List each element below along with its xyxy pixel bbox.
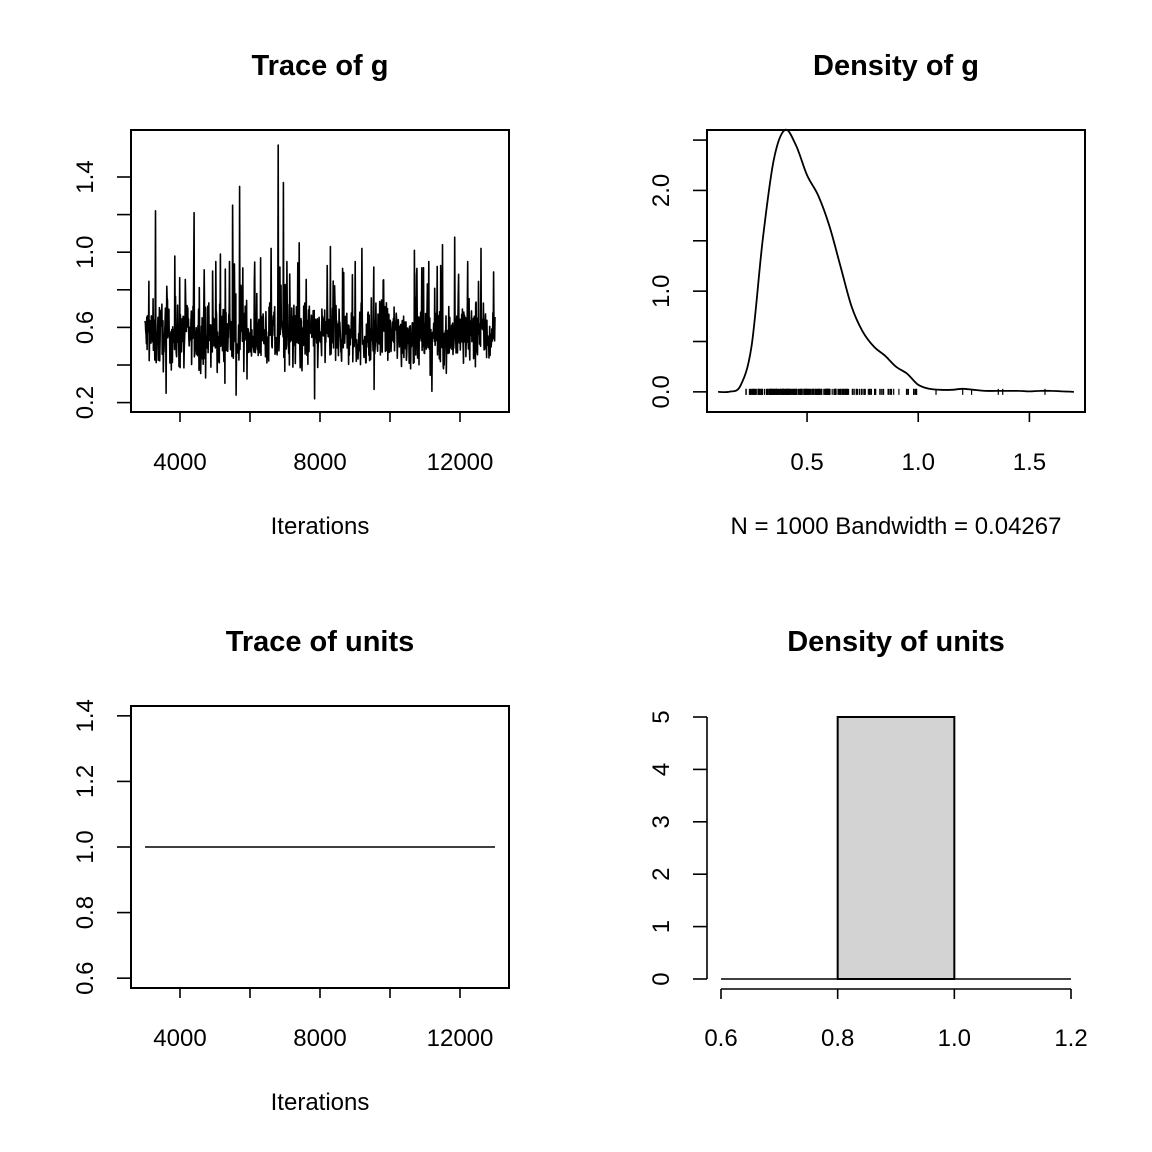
density-of-g-curve [718,128,1074,394]
density-of-g-x-tick-label: 1.5 [1013,449,1046,476]
density-of-units-y-tick-label: 5 [648,710,675,723]
trace-of-g-series-line [144,144,496,400]
density-of-g-panel: Density of g 0.5 1.0 1.5 0.0 1.0 2.0 N = 100… [648,50,1086,540]
trace-of-g-title: Trace of g [252,50,389,82]
trace-of-units-y-tick-label: 0.8 [72,896,99,929]
trace-of-g-y-tick-label: 1.0 [72,236,99,269]
density-of-g-x-axis: 0.5 1.0 1.5 [790,412,1046,476]
trace-of-g-y-tick-label: 0.6 [72,311,99,344]
trace-of-units-y-axis: 0.6 0.8 1.0 1.2 1.4 [72,699,131,995]
density-of-g-x-label: N = 1000 Bandwidth = 0.04267 [731,513,1062,540]
trace-of-g-x-axis: 4000 8000 12000 [153,412,493,476]
density-of-units-panel: Density of units 0.6 0.8 1.0 1.2 0 1 2 3 4 5 [648,626,1088,1052]
trace-of-units-x-tick-label: 12000 [427,1025,494,1052]
trace-of-units-y-tick-label: 0.6 [72,961,99,994]
trace-of-g-x-label: Iterations [271,513,370,540]
density-of-units-x-tick-label: 0.6 [704,1025,737,1052]
density-of-units-y-axis: 0 1 2 3 4 5 [648,710,708,986]
density-of-g-marks [718,128,1074,395]
trace-of-units-x-tick-label: 8000 [293,1025,346,1052]
density-of-g-x-tick-label: 1.0 [902,449,935,476]
trace-of-g-marks [144,144,496,400]
trace-of-units-x-tick-label: 4000 [153,1025,206,1052]
trace-of-units-x-axis: 4000 8000 12000 [153,988,493,1052]
density-of-g-y-tick-label: 2.0 [648,174,675,207]
density-of-g-y-tick-label: 0.0 [648,375,675,408]
density-of-g-x-tick-label: 0.5 [790,449,823,476]
trace-of-g-x-tick-label: 8000 [293,449,346,476]
density-of-units-bar [836,716,956,980]
trace-of-units-x-label: Iterations [271,1089,370,1116]
trace-of-units-y-tick-label: 1.2 [72,765,99,798]
density-of-units-y-tick-label: 2 [648,868,675,881]
trace-of-g-y-tick-label: 1.4 [72,160,99,193]
density-of-units-title: Density of units [787,626,1005,658]
density-of-g-rug [745,388,1046,395]
trace-of-units-y-tick-label: 1.4 [72,699,99,732]
density-of-units-y-tick-label: 3 [648,815,675,828]
density-of-units-x-tick-label: 0.8 [821,1025,854,1052]
density-of-units-marks [721,716,1071,980]
density-of-units-x-tick-label: 1.2 [1054,1025,1087,1052]
density-of-units-x-axis: 0.6 0.8 1.0 1.2 [704,988,1088,1052]
density-of-units-y-tick-label: 4 [648,763,675,776]
trace-of-g-x-tick-label: 12000 [427,449,494,476]
density-of-g-title: Density of g [813,50,979,82]
trace-of-g-y-tick-label: 0.2 [72,386,99,419]
density-of-g-y-tick-label: 1.0 [648,274,675,307]
trace-of-g-x-tick-label: 4000 [153,449,206,476]
trace-of-g-y-axis: 0.2 0.6 1.0 1.4 [72,160,131,419]
trace-of-units-y-tick-label: 1.0 [72,830,99,863]
density-of-units-x-tick-label: 1.0 [938,1025,971,1052]
density-of-g-plot-box [706,129,1086,413]
trace-of-units-title: Trace of units [226,626,415,658]
density-of-g-y-axis: 0.0 1.0 2.0 [648,139,707,409]
trace-of-units-panel: Trace of units 4000 8000 12000 0.6 0.8 1.0 1.… [72,626,510,1116]
density-of-units-y-tick-label: 1 [648,920,675,933]
trace-of-g-panel: Trace of g 4000 8000 12000 0.2 0.6 1.0 1.4 It… [72,50,510,540]
density-of-units-y-tick-label: 0 [648,972,675,985]
